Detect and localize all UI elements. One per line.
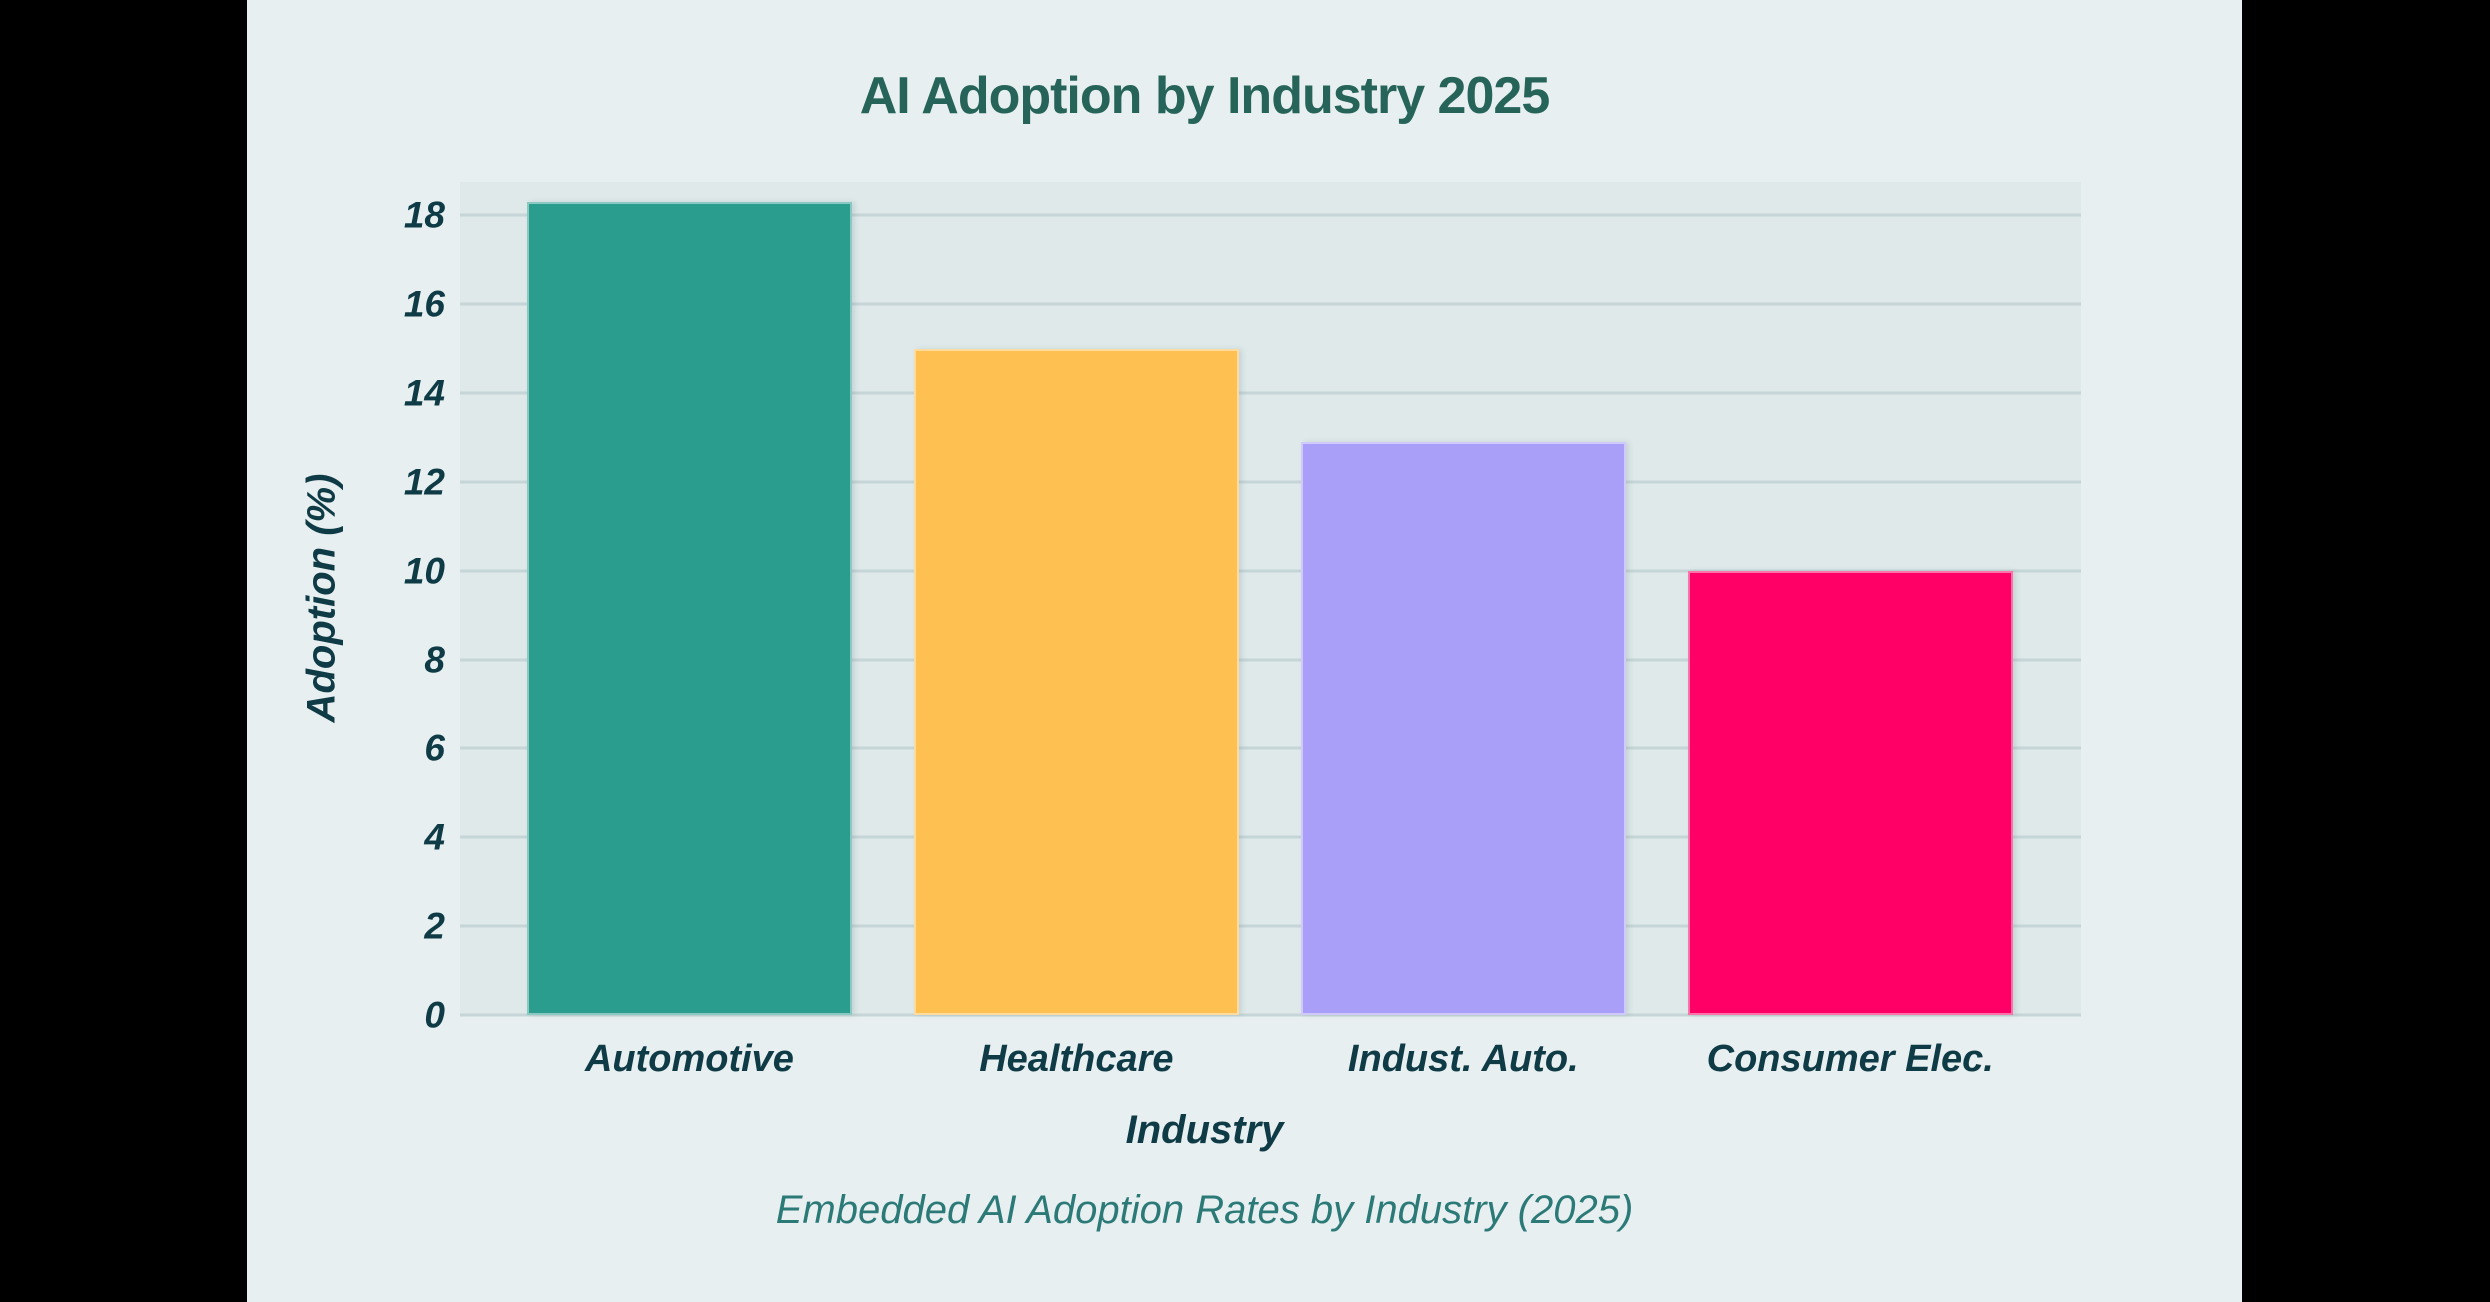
gridline-2: [460, 924, 2081, 928]
bar-healthcare: [913, 348, 1239, 1015]
plot-area: [460, 182, 2081, 1017]
y-tick-8: 8: [424, 639, 445, 681]
x-tick-indust-auto: Indust. Auto.: [1347, 1038, 1579, 1080]
gridline-6: [460, 746, 2081, 750]
x-axis-title: Industry: [1125, 1108, 1284, 1152]
gridline-8: [460, 658, 2081, 662]
y-tick-16: 16: [403, 283, 445, 325]
x-tick-healthcare: Healthcare: [979, 1038, 1174, 1080]
y-tick-2: 2: [424, 905, 445, 947]
x-axis-tick-labels: Automotive Healthcare Indust. Auto. Consume…: [460, 1040, 2081, 1090]
bar-automotive: [526, 202, 852, 1015]
y-tick-4: 4: [424, 816, 445, 858]
gridline-14: [460, 391, 2081, 395]
gridline-10: [460, 569, 2081, 573]
x-tick-consumer-elec: Consumer Elec.: [1706, 1038, 1994, 1080]
y-tick-6: 6: [424, 727, 445, 769]
chart-title: AI Adoption by Industry 2025: [859, 67, 1551, 125]
bar-consumer-elec: [1687, 570, 2013, 1015]
y-tick-10: 10: [403, 550, 445, 592]
chart-caption: Embedded AI Adoption Rates by Industry (…: [775, 1188, 1634, 1232]
gridline-12: [460, 480, 2081, 484]
y-tick-0: 0: [424, 994, 445, 1036]
gridline-0: [460, 1013, 2081, 1017]
gridline-18: [460, 213, 2081, 217]
y-tick-12: 12: [403, 461, 445, 503]
x-tick-automotive: Automotive: [584, 1038, 794, 1080]
gridline-4: [460, 835, 2081, 839]
bar-indust-auto: [1300, 441, 1626, 1015]
y-axis-tick-labels: 0 2 4 6 8 10 12 14 16 18: [247, 182, 445, 1034]
y-tick-14: 14: [403, 372, 445, 414]
chart-canvas: AI Adoption by Industry 2025 Adoption (%…: [247, 0, 2242, 1302]
gridline-16: [460, 302, 2081, 306]
y-tick-18: 18: [403, 194, 445, 236]
